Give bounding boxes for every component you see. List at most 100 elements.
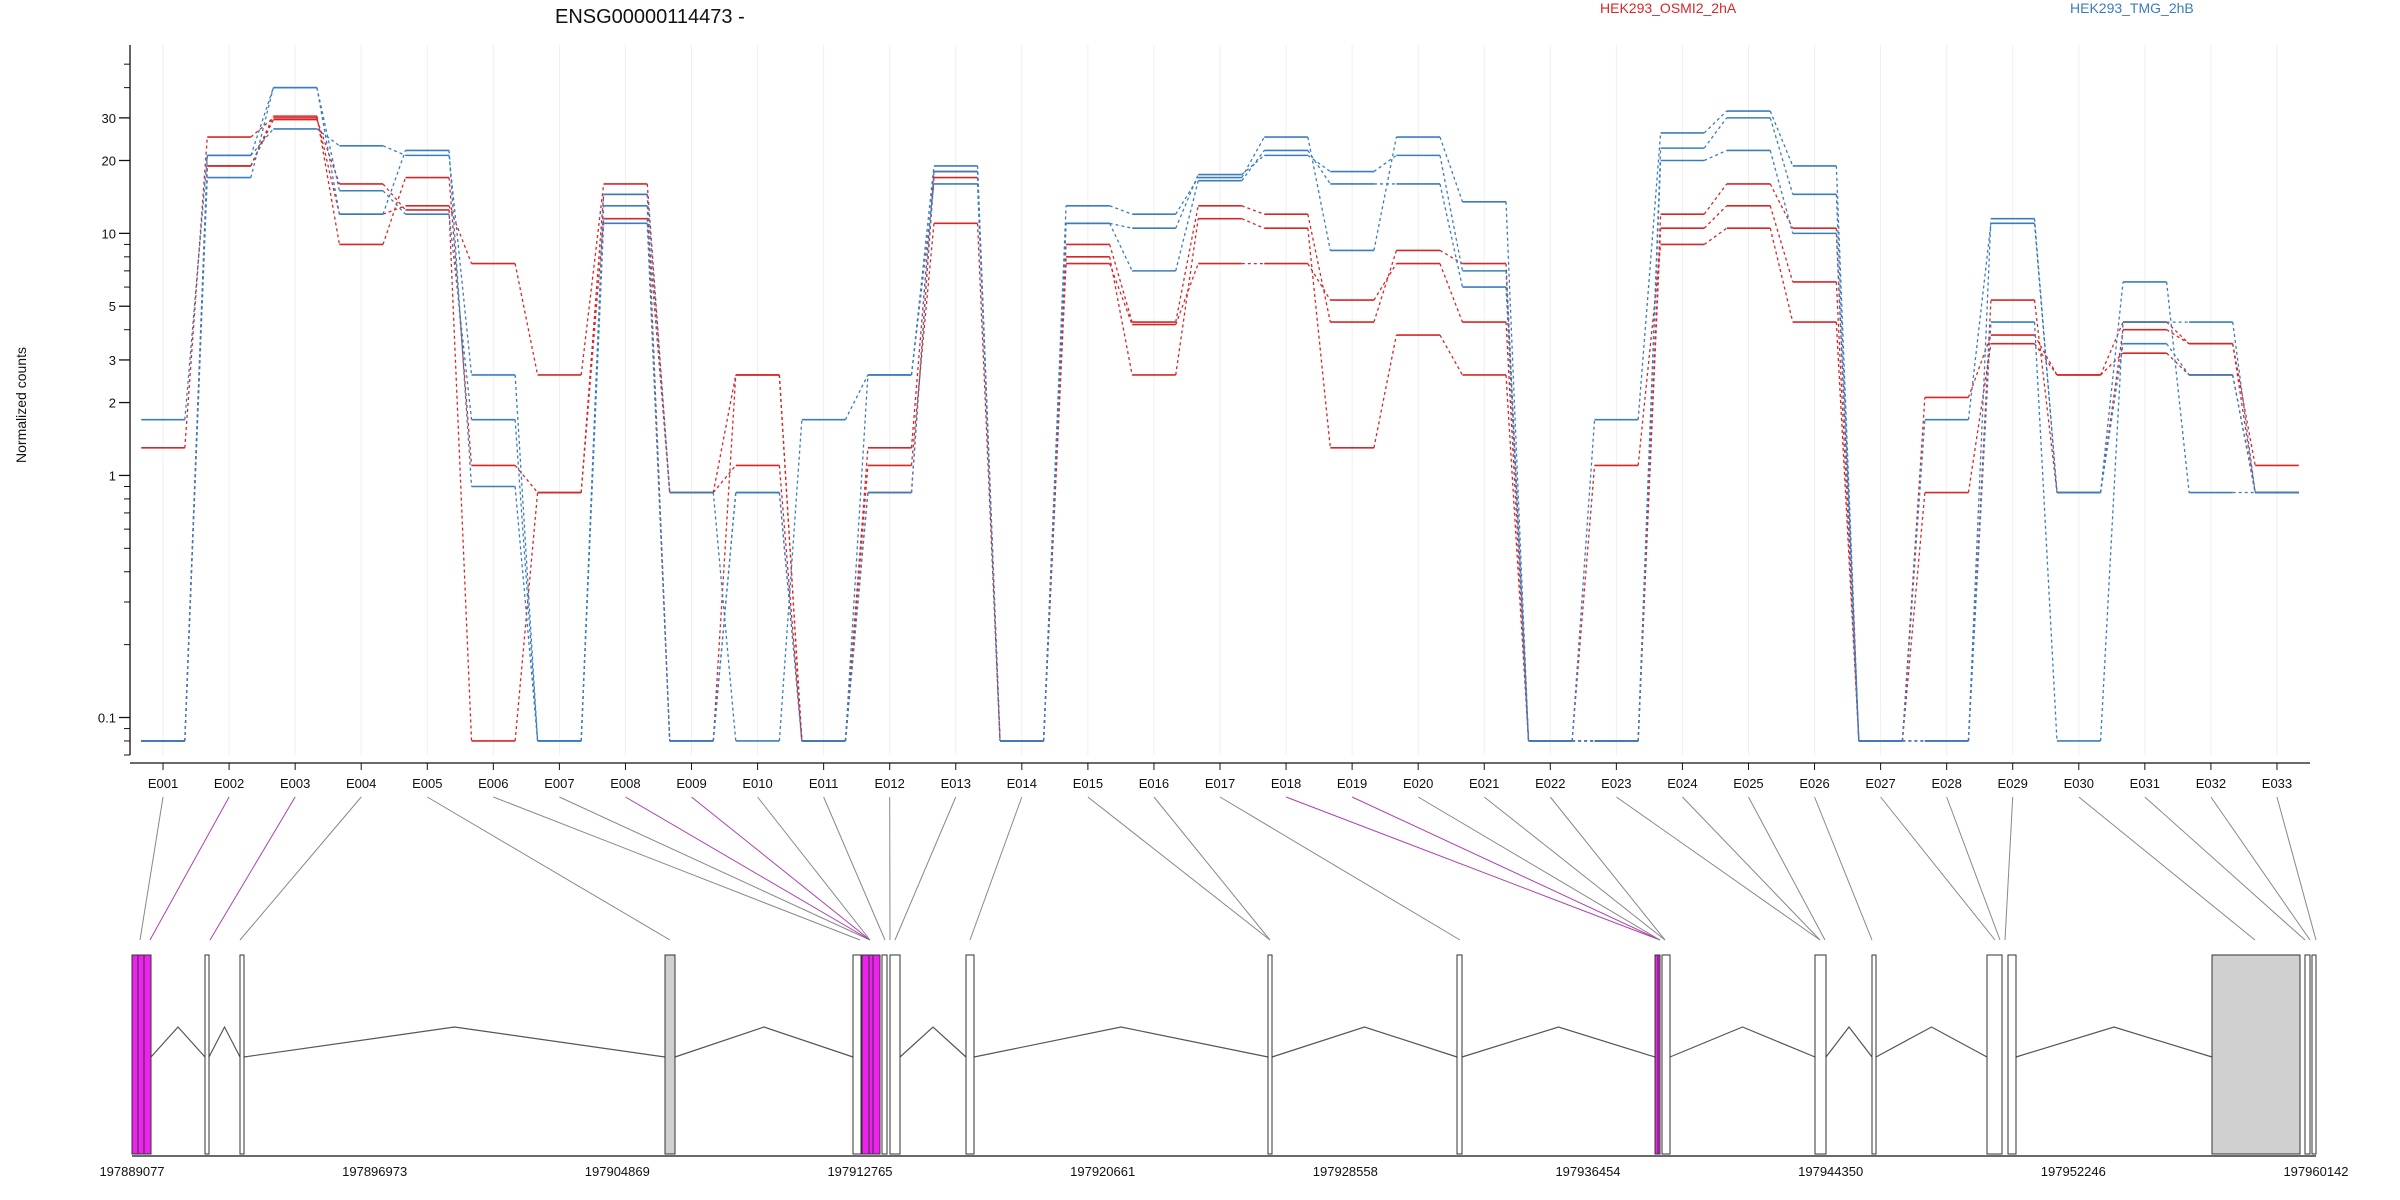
- series-1-link: [382, 205, 406, 215]
- x-tick-label-e001: E001: [148, 776, 178, 791]
- series-1-link: [1703, 183, 1728, 215]
- series-5-link: [1109, 223, 1133, 272]
- series-6-link: [1505, 270, 1530, 741]
- series-3-link: [712, 374, 737, 742]
- coordinate-tick-label: 197944350: [1798, 1164, 1863, 1179]
- series-4-link: [184, 155, 208, 420]
- x-tick-label-e008: E008: [610, 776, 640, 791]
- series-2-link: [1571, 465, 1596, 742]
- series-1-link: [2232, 343, 2256, 466]
- connector-e017: [1219, 796, 1461, 941]
- series-1-link: [2166, 321, 2190, 345]
- exon-box: [861, 954, 881, 1155]
- series-1-link: [1439, 249, 1463, 265]
- series-4-link: [844, 374, 869, 420]
- series-2-link: [316, 116, 341, 245]
- series-5-link: [1769, 117, 1794, 195]
- x-tick-label-e013: E013: [941, 776, 971, 791]
- x-tick-label-e011: E011: [809, 776, 838, 791]
- series-2-link: [1109, 256, 1133, 376]
- legend-entry-osmi2: HEK293_OSMI2_2hA: [1600, 0, 1737, 16]
- series-3-link: [448, 209, 473, 741]
- x-tick-label-e026: E026: [1799, 776, 1829, 791]
- intron-line: [243, 1026, 666, 1058]
- connector-e032: [2210, 796, 2311, 941]
- x-tick-label-e021: E021: [1469, 776, 1499, 791]
- series-6-link: [1769, 150, 1794, 234]
- series-5-link: [1505, 287, 1530, 741]
- connector-e031: [2144, 796, 2306, 941]
- y-axis: 0.1 1 2 3 5 10 20 30: [98, 45, 131, 756]
- series-6-link: [1109, 222, 1133, 229]
- intron-line: [1271, 1026, 1458, 1058]
- series-1-link: [184, 136, 208, 448]
- series-6-link: [1042, 223, 1067, 741]
- exon-box: [1814, 954, 1827, 1155]
- y-tick-label: 2: [109, 396, 116, 411]
- series-3-link: [1703, 205, 1728, 229]
- series-2-link: [1505, 374, 1530, 742]
- series-2-link: [1769, 228, 1794, 323]
- x-tick-label-e030: E030: [2064, 776, 2094, 791]
- x-tick-label-e005: E005: [412, 776, 442, 791]
- series-2-link: [382, 177, 407, 245]
- exon-box: [2311, 954, 2317, 1155]
- series-3-link: [250, 119, 274, 167]
- y-tick-label: 3: [109, 353, 116, 368]
- connector-e003: [209, 796, 296, 941]
- series-2-link: [1703, 227, 1728, 245]
- series-2-link: [1967, 334, 1992, 398]
- x-tick-label-e002: E002: [214, 776, 244, 791]
- series-5-link: [844, 374, 869, 742]
- series-4-link: [1109, 205, 1133, 215]
- series-4-link: [1241, 136, 1265, 178]
- exon-connectors: [139, 796, 2317, 941]
- series-2-link: [1835, 322, 1860, 741]
- series-4-link: [1703, 110, 1728, 134]
- series-4-link: [514, 374, 539, 742]
- connector-e005: [427, 796, 671, 941]
- series-4-link: [382, 145, 406, 156]
- coordinate-tick-label: 197960142: [2283, 1164, 2348, 1179]
- x-tick-label-e019: E019: [1337, 776, 1367, 791]
- x-tick-label-e017: E017: [1205, 776, 1235, 791]
- genomic-coordinate-axis: 197889077 197896973 197904869 197912765 1979…: [99, 1155, 2349, 1179]
- exon-box: [2211, 954, 2301, 1155]
- connector-e001: [139, 796, 164, 941]
- series-2-link: [2166, 352, 2190, 376]
- series-5-link: [250, 87, 274, 178]
- series-1-link: [1175, 205, 1199, 323]
- coordinate-tick-label: 197889077: [99, 1164, 164, 1179]
- series-1-link: [1307, 214, 1331, 323]
- x-tick-label-e024: E024: [1667, 776, 1697, 791]
- series-1-link: [448, 205, 473, 264]
- coordinate-tick-label: 197936454: [1555, 1164, 1620, 1179]
- series-5-link: [1703, 117, 1728, 149]
- series-4-link: [1769, 110, 1794, 167]
- series-1-link: [1967, 343, 1992, 493]
- series-3-link: [1769, 205, 1794, 283]
- series-6-link: [976, 171, 1001, 741]
- exon-box: [664, 954, 676, 1155]
- x-tick-label-e018: E018: [1271, 776, 1301, 791]
- x-tick-label-e027: E027: [1865, 776, 1895, 791]
- series-4-link: [580, 194, 605, 741]
- legend: HEK293_OSMI2_2hA HEK293_TMG_2hB: [1600, 0, 2194, 16]
- y-tick-label: 0.1: [98, 711, 116, 726]
- x-tick-label-e025: E025: [1733, 776, 1763, 791]
- series-3-link: [2166, 329, 2190, 345]
- y-tick-label: 5: [109, 299, 116, 314]
- series-6-link: [1241, 154, 1265, 176]
- series-6-link: [1703, 149, 1727, 162]
- x-tick-label-e014: E014: [1007, 776, 1037, 791]
- series-2-link: [580, 218, 605, 493]
- exon-box: [2007, 954, 2017, 1155]
- x-tick-label-e033: E033: [2262, 776, 2292, 791]
- series-3-link: [1307, 263, 1331, 301]
- series-2-link: [646, 218, 671, 493]
- series-6-link: [1439, 155, 1464, 271]
- series-4-link: [448, 155, 473, 376]
- legend-entry-tmg: HEK293_TMG_2hB: [2070, 0, 2194, 16]
- series-3-link: [1637, 228, 1662, 741]
- series-5-link: [382, 190, 406, 215]
